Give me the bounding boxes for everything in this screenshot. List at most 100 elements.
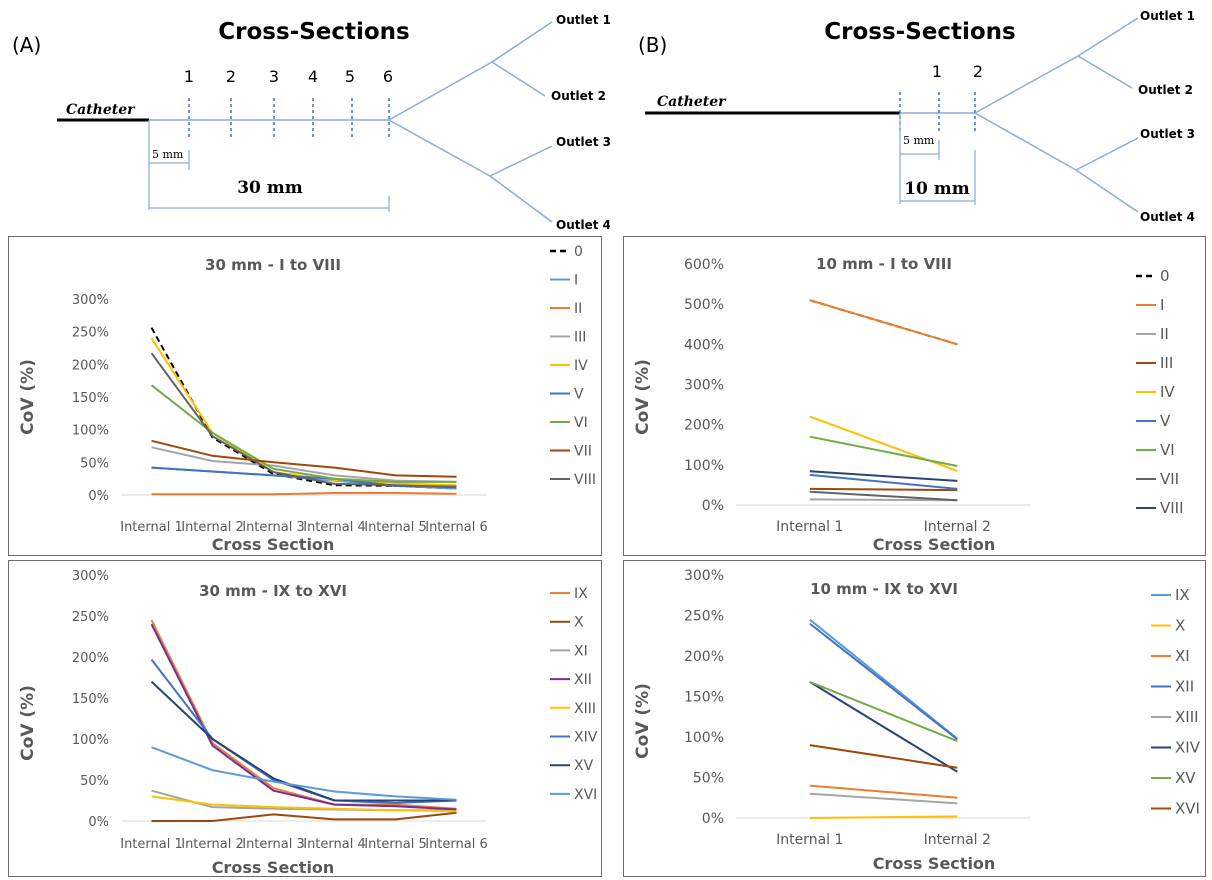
- chart-10mm-i-viii: 0% 100% 200% 300% 400% 500% 600% Internal 1 Inte…: [633, 255, 1184, 554]
- x-axis-title: Cross Section: [873, 854, 996, 873]
- legend-label-xvi: XVI: [574, 787, 597, 803]
- outlet-label-b-2: Outlet 2: [1138, 83, 1193, 97]
- series-line-viii: [809, 470, 958, 482]
- legend-label-0: 0: [574, 244, 583, 260]
- catheter-label-b: Catheter: [657, 94, 727, 110]
- x-tick-label: Internal 4: [303, 837, 366, 852]
- x-tick-label: Internal 2: [181, 837, 244, 852]
- legend-label-ii: II: [574, 301, 582, 317]
- legend-label-iii: III: [1160, 354, 1173, 372]
- x-tick-label: Internal 1: [120, 520, 183, 535]
- y-axis-title: CoV (%): [633, 359, 653, 435]
- x-tick-label: Internal 1: [776, 519, 843, 535]
- series-line-vi: [150, 384, 457, 483]
- outlet-label-a-2: Outlet 2: [551, 89, 606, 103]
- legend-label-vii: VII: [574, 444, 592, 460]
- chart-30mm-ix-xvi: 0%50%100%150%200%250%300%Internal 1Inter…: [18, 569, 598, 877]
- section-number-b-1: 1: [932, 62, 942, 81]
- legend-label-xiv: XIV: [574, 730, 598, 746]
- section-number-b-2: 2: [973, 62, 983, 81]
- legend-label-vi: VI: [574, 415, 588, 431]
- branches-b: [974, 17, 1139, 213]
- y-tick-label: 50%: [693, 771, 724, 787]
- outlet-label-b-4: Outlet 4: [1140, 210, 1195, 224]
- legend-label-xv: XV: [1175, 769, 1196, 787]
- chart-panel-30mm-ix-xvi: 0% 50% 100% 150% 200% 250% 300% Internal 1 Inter…: [8, 560, 602, 877]
- x-axis-title: Cross Section: [212, 535, 335, 554]
- series-line-x: [151, 811, 457, 822]
- section-number-a-6: 6: [383, 67, 393, 86]
- cross-sections-title-a: Cross-Sections: [218, 19, 410, 45]
- branches-a: [388, 21, 553, 223]
- section-markers-a: [188, 98, 390, 140]
- series-line-xvi: [809, 744, 958, 769]
- y-tick-label: 600%: [684, 257, 724, 273]
- series-line-iii: [151, 446, 457, 483]
- y-tick-label: 0%: [88, 815, 109, 830]
- outlet-label-b-3: Outlet 3: [1140, 127, 1195, 141]
- x-tick-label: Internal 6: [425, 837, 488, 852]
- legend-label-vi: VI: [1160, 441, 1175, 459]
- series-line-xv: [150, 680, 457, 802]
- outlet-label-a-3: Outlet 3: [556, 135, 610, 149]
- chart-panel-30mm-i-viii: 0% 50% 100% 150% 200% 250% 300% Internal 1 Inter…: [8, 236, 602, 556]
- legend-label-v: V: [574, 387, 584, 403]
- legend-label-xvi: XVI: [1175, 800, 1200, 818]
- y-tick-label: 200%: [684, 649, 724, 665]
- cross-sections-title-b: Cross-Sections: [824, 19, 1016, 45]
- x-tick-label: Internal 3: [242, 520, 305, 535]
- section-number-a-2: 2: [226, 67, 236, 86]
- x-tick-label: Internal 2: [924, 519, 991, 535]
- chart-30mm-i-viii: 0%50%100%150%200%250%300%Internal 1Inter…: [18, 244, 596, 554]
- x-tick-label: Internal 4: [303, 520, 366, 535]
- dimension-lines-a: [148, 120, 390, 212]
- legend-label-x: X: [574, 615, 584, 631]
- y-tick-label: 150%: [72, 692, 109, 707]
- y-tick-label: 100%: [72, 733, 109, 748]
- series-line-xii: [150, 623, 457, 811]
- y-tick-label: 100%: [684, 730, 724, 746]
- y-tick-label: 250%: [72, 326, 109, 341]
- x-tick-label: Internal 1: [776, 832, 843, 848]
- chart-panel-10mm-i-viii: 0% 100% 200% 300% 400% 500% 600% Internal 1 Inte…: [623, 236, 1206, 556]
- dimension-lines-b: [899, 113, 976, 205]
- x-tick-label: Internal 5: [364, 837, 427, 852]
- legend-label-xiv: XIV: [1175, 739, 1201, 757]
- legend-label-xi: XI: [1175, 647, 1190, 665]
- y-tick-label: 200%: [72, 358, 109, 373]
- series-line-xiii: [809, 792, 958, 805]
- series-line-vi: [809, 435, 958, 467]
- x-axis-title: Cross Section: [212, 858, 335, 876]
- series-line-ix: [150, 619, 457, 810]
- x-tick-label: Internal 2: [181, 520, 244, 535]
- legend-label-iii: III: [574, 330, 586, 346]
- section-markers-b: [899, 92, 976, 132]
- schematic-b: (B) Cross-Sections Catheter 1 2 Outlet 1…: [638, 9, 1195, 224]
- y-tick-label: 500%: [684, 297, 724, 313]
- series-line-x: [809, 815, 958, 819]
- y-tick-label: 150%: [684, 690, 724, 706]
- series-line-iii: [809, 487, 958, 492]
- y-axis-title: CoV (%): [18, 359, 38, 435]
- legend-label-xiii: XIII: [1175, 708, 1199, 726]
- series-line-xii: [809, 622, 958, 741]
- dim-10mm-b: 10 mm: [904, 179, 970, 199]
- chart-panel-10mm-ix-xvi: 0% 50% 100% 150% 200% 250% 300% Internal 1 Inter…: [623, 560, 1206, 877]
- y-tick-label: 300%: [72, 293, 109, 308]
- legend-label-iv: IV: [574, 358, 588, 374]
- series-line-ii: [809, 498, 958, 502]
- series-line-vii: [809, 490, 958, 502]
- x-tick-label: Internal 3: [242, 837, 305, 852]
- dim-5mm-a: 5 mm: [152, 148, 184, 161]
- x-axis-title: Cross Section: [873, 535, 996, 554]
- series-line-xv: [809, 680, 958, 743]
- series-line-xvi: [151, 746, 457, 801]
- legend-label-iv: IV: [1160, 383, 1175, 401]
- panel-label-a: (A): [12, 33, 41, 57]
- outlet-label-a-1: Outlet 1: [556, 13, 610, 27]
- x-tick-label: Internal 6: [425, 520, 488, 535]
- legend-label-ix: IX: [574, 586, 588, 602]
- section-number-a-5: 5: [345, 67, 355, 86]
- legend-label-v: V: [1160, 412, 1171, 430]
- y-tick-label: 200%: [72, 651, 109, 666]
